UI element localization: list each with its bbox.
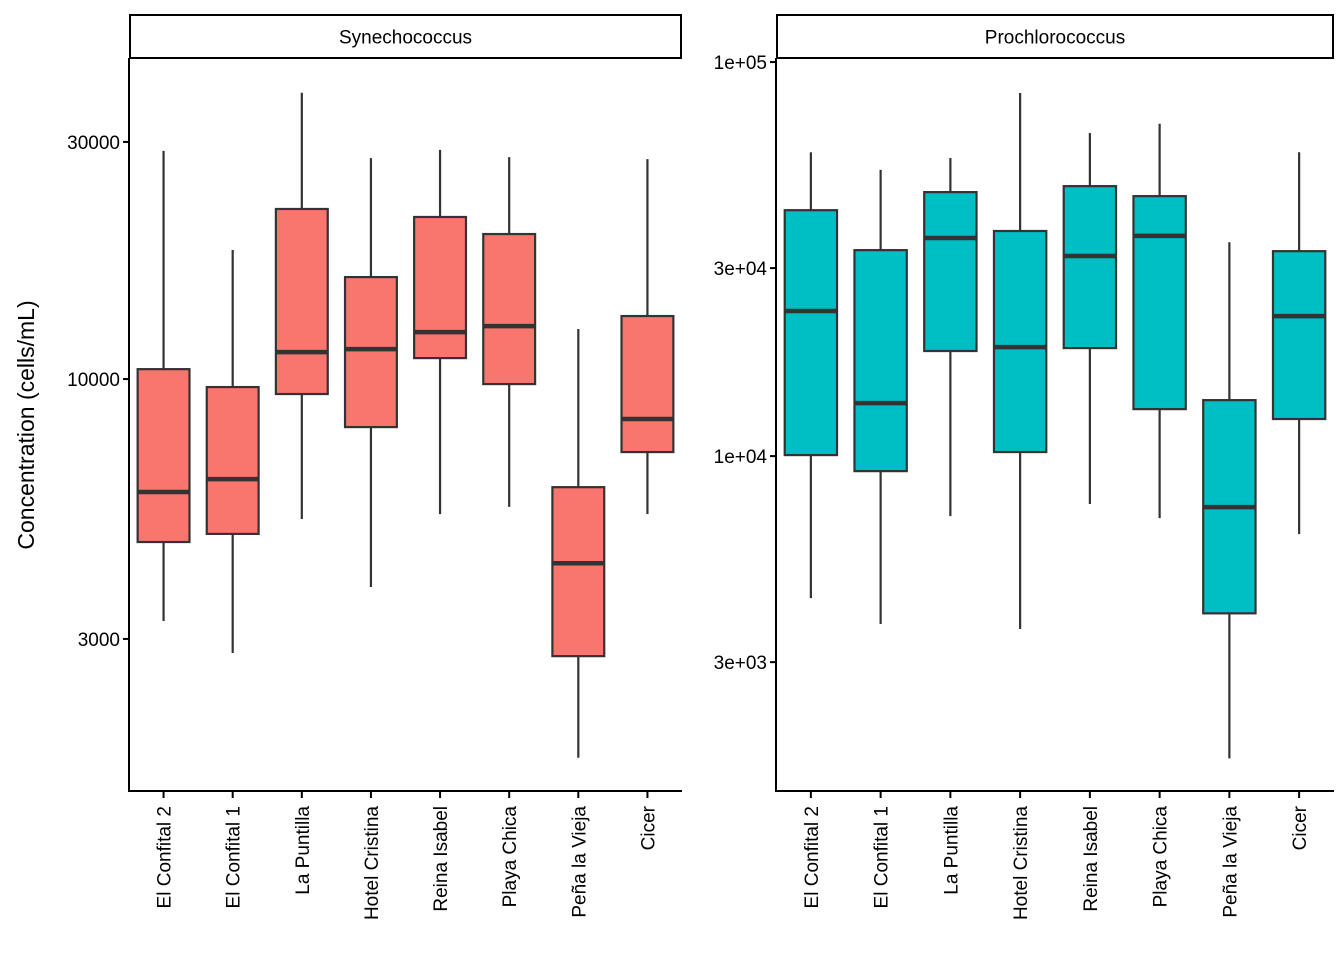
x-tick-label: Reina Isabel bbox=[1081, 806, 1102, 912]
box-playa-chica bbox=[482, 157, 537, 507]
x-tick-label: Playa Chica bbox=[1151, 806, 1172, 908]
box-peña-la-vieja bbox=[1202, 242, 1257, 759]
iqr-box bbox=[482, 232, 537, 386]
box-el-confital-2 bbox=[783, 152, 839, 599]
panel-prochlorococcus: Prochlorococcus 3e+03 1e+04 3e+04 1e+05 El Co… bbox=[714, 14, 1334, 920]
box-la-puntilla bbox=[923, 158, 978, 517]
x-tick-label: Peña la Vieja bbox=[1220, 806, 1241, 918]
iqr-box bbox=[853, 249, 908, 473]
x-tick-label: Reina Isabel bbox=[431, 806, 452, 912]
iqr-box bbox=[923, 191, 978, 353]
box-hotel-cristina bbox=[343, 158, 398, 588]
iqr-box bbox=[551, 486, 606, 658]
iqr-box bbox=[620, 314, 675, 454]
box-cicer bbox=[620, 159, 675, 515]
iqr-box bbox=[992, 229, 1048, 454]
x-tick-label: Playa Chica bbox=[500, 806, 521, 908]
y-tick-label: 30000 bbox=[67, 133, 120, 154]
iqr-box bbox=[1132, 195, 1187, 411]
x-tick-label: Hotel Cristina bbox=[1011, 806, 1032, 920]
x-tick-label: Cicer bbox=[1290, 805, 1311, 850]
x-tick-label: Hotel Cristina bbox=[362, 806, 383, 920]
iqr-box bbox=[136, 368, 191, 544]
x-tick-label: El Confital 2 bbox=[802, 806, 823, 908]
iqr-box bbox=[413, 215, 468, 360]
iqr-box bbox=[1271, 250, 1327, 421]
box-reina-isabel bbox=[1062, 133, 1118, 504]
iqr-box bbox=[1062, 185, 1118, 350]
box-peña-la-vieja bbox=[551, 329, 606, 758]
y-tick-label: 1e+05 bbox=[714, 53, 767, 74]
x-tick-label: El Confital 1 bbox=[224, 806, 245, 908]
x-tick-label: La Puntilla bbox=[941, 806, 962, 895]
x-tick-label: El Confital 2 bbox=[155, 806, 176, 908]
y-tick-label: 3000 bbox=[78, 630, 120, 651]
x-tick-label: El Confital 1 bbox=[872, 806, 893, 908]
facet-strip bbox=[776, 14, 1334, 59]
y-tick-label: 3e+04 bbox=[714, 259, 768, 280]
iqr-box bbox=[783, 209, 839, 457]
box-el-confital-1 bbox=[205, 250, 260, 654]
panel-synechococcus: Synechococcus 3000 10000 30000 El Confital 2… bbox=[67, 14, 682, 920]
y-tick-label: 3e+03 bbox=[714, 653, 767, 674]
facet-strip bbox=[129, 14, 682, 59]
x-tick-label: Cicer bbox=[638, 805, 659, 850]
x-tick-label: La Puntilla bbox=[293, 806, 314, 895]
y-tick-label: 10000 bbox=[67, 370, 120, 391]
y-tick-label: 1e+04 bbox=[714, 447, 768, 468]
facet-strip-label: Synechococcus bbox=[339, 28, 472, 49]
iqr-box bbox=[343, 275, 398, 429]
box-reina-isabel bbox=[413, 149, 468, 515]
facet-strip-label: Prochlorococcus bbox=[985, 28, 1125, 49]
box-la-puntilla bbox=[274, 92, 329, 519]
y-axis-title: Concentration (cells/mL) bbox=[13, 300, 39, 549]
box-el-confital-1 bbox=[853, 169, 908, 624]
box-hotel-cristina bbox=[992, 93, 1048, 630]
box-el-confital-2 bbox=[136, 150, 191, 621]
iqr-box bbox=[274, 207, 329, 396]
iqr-box bbox=[205, 385, 260, 536]
box-playa-chica bbox=[1132, 123, 1187, 519]
box-cicer bbox=[1271, 152, 1327, 535]
x-tick-label: Peña la Vieja bbox=[569, 806, 590, 918]
